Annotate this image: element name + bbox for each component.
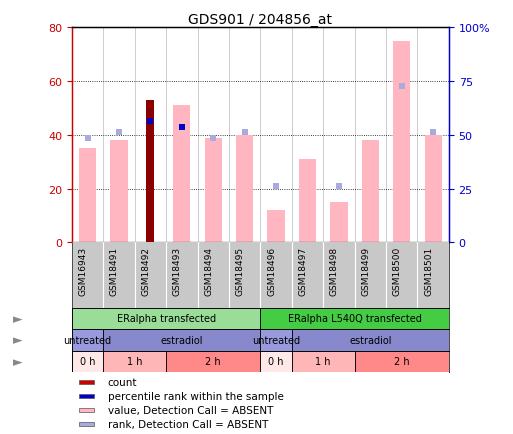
Bar <box>80 422 94 426</box>
Text: value, Detection Call = ABSENT: value, Detection Call = ABSENT <box>108 405 273 415</box>
Text: ERalpha transfected: ERalpha transfected <box>116 314 215 324</box>
Bar <box>267 210 285 243</box>
Text: untreated: untreated <box>64 335 112 345</box>
Text: GSM18495: GSM18495 <box>235 246 245 295</box>
Bar <box>166 351 261 372</box>
Text: estradiol: estradiol <box>349 335 391 345</box>
Text: GSM16943: GSM16943 <box>78 246 88 295</box>
Text: 1 h: 1 h <box>127 357 143 367</box>
Text: GSM18497: GSM18497 <box>299 246 307 295</box>
Text: percentile rank within the sample: percentile rank within the sample <box>108 391 284 401</box>
Bar <box>299 160 316 243</box>
Bar <box>103 329 260 351</box>
Bar <box>236 135 253 243</box>
Bar <box>261 329 292 351</box>
Text: GSM18491: GSM18491 <box>110 246 119 295</box>
Bar <box>261 351 292 372</box>
Text: 2 h: 2 h <box>205 357 221 367</box>
Bar <box>103 351 166 372</box>
Bar <box>72 308 261 329</box>
Bar <box>425 135 442 243</box>
Text: GSM18501: GSM18501 <box>424 246 433 295</box>
Bar <box>292 351 354 372</box>
Bar <box>261 308 449 329</box>
Text: GSM18496: GSM18496 <box>267 246 276 295</box>
Text: GSM18493: GSM18493 <box>173 246 182 295</box>
Bar <box>330 203 347 243</box>
Bar <box>173 106 190 243</box>
Text: 2 h: 2 h <box>394 357 409 367</box>
Bar <box>79 149 96 243</box>
Bar <box>354 351 449 372</box>
Text: rank, Detection Call = ABSENT: rank, Detection Call = ABSENT <box>108 419 268 429</box>
Bar <box>110 141 128 243</box>
Bar <box>80 394 94 398</box>
Text: ►: ► <box>13 312 23 325</box>
Text: ►: ► <box>13 355 23 368</box>
Bar <box>80 408 94 412</box>
Text: 0 h: 0 h <box>268 357 284 367</box>
Text: estradiol: estradiol <box>161 335 203 345</box>
Bar <box>147 101 154 243</box>
Title: GDS901 / 204856_at: GDS901 / 204856_at <box>188 13 332 27</box>
Text: untreated: untreated <box>252 335 300 345</box>
Text: GSM18492: GSM18492 <box>142 246 150 295</box>
Bar <box>393 42 410 243</box>
Text: 0 h: 0 h <box>80 357 95 367</box>
Text: GSM18499: GSM18499 <box>361 246 370 295</box>
Text: GSM18494: GSM18494 <box>204 246 213 295</box>
Text: ERalpha L540Q transfected: ERalpha L540Q transfected <box>288 314 422 324</box>
Bar <box>292 329 449 351</box>
Bar <box>205 138 222 243</box>
Bar <box>80 380 94 384</box>
Text: GSM18500: GSM18500 <box>393 246 402 295</box>
Bar <box>362 141 379 243</box>
Text: GSM18498: GSM18498 <box>330 246 339 295</box>
Bar <box>72 329 103 351</box>
Text: count: count <box>108 377 137 387</box>
Text: 1 h: 1 h <box>315 357 331 367</box>
Text: ►: ► <box>13 334 23 347</box>
Bar <box>72 351 103 372</box>
